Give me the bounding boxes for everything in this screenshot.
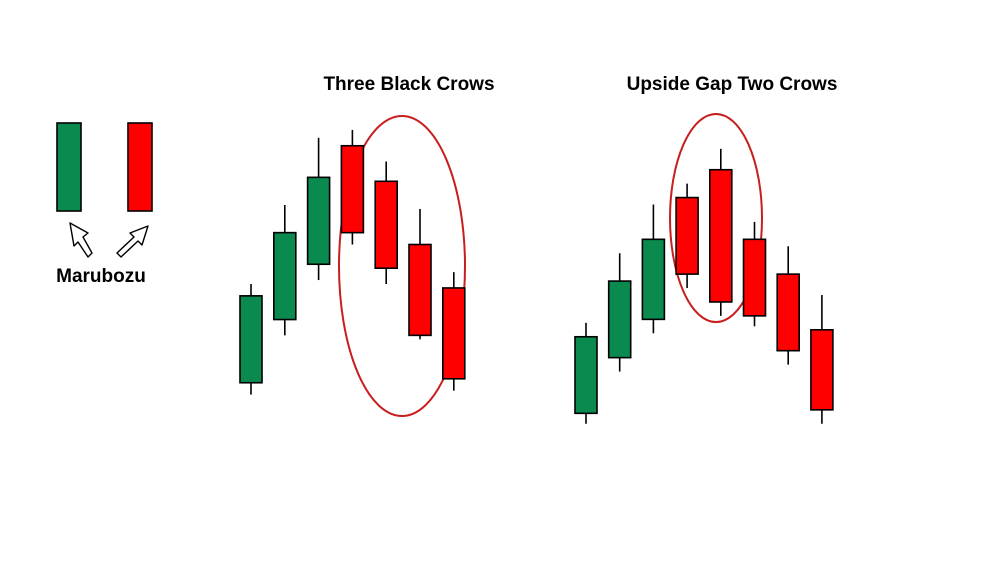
candle-body	[810, 328, 834, 411]
bearish-candle	[374, 161, 399, 284]
bullish-candle	[607, 253, 632, 372]
candle-body	[776, 273, 801, 352]
three-black-crows-pattern: Three Black Crows	[239, 74, 495, 417]
upside-gap-two-crows-pattern: Upside Gap Two Crows	[574, 74, 838, 424]
arrow-up-right-icon	[116, 225, 149, 258]
candle-body	[675, 196, 699, 275]
pattern-candles	[574, 148, 834, 424]
bullish-candle	[641, 204, 666, 334]
bearish-marubozu-candle	[127, 122, 153, 212]
bullish-marubozu-candle	[56, 122, 82, 212]
pattern-title: Upside Gap Two Crows	[627, 74, 838, 95]
candle-body	[742, 238, 767, 317]
arrow-up-left-icon	[69, 222, 93, 258]
bullish-candle	[306, 137, 331, 281]
bearish-candle	[708, 148, 733, 316]
candle-body	[306, 176, 331, 266]
bearish-candle	[340, 129, 365, 245]
candle-body	[708, 168, 733, 303]
bearish-candle	[441, 272, 466, 391]
bullish-candle	[574, 322, 598, 424]
marubozu-candles	[56, 122, 153, 212]
pattern-title: Three Black Crows	[323, 74, 494, 95]
bearish-candle	[776, 246, 801, 365]
candle-body	[239, 295, 263, 384]
pattern-candles	[239, 129, 466, 395]
marubozu-group: Marubozu	[56, 122, 153, 287]
highlight-ellipse	[669, 113, 763, 323]
candle-body	[607, 280, 632, 359]
marubozu-label: Marubozu	[56, 266, 146, 287]
bearish-candle	[810, 295, 834, 424]
bullish-candle	[272, 205, 297, 336]
candle-body	[340, 144, 365, 234]
candle-body	[441, 287, 466, 380]
candle-body	[641, 238, 666, 321]
bearish-candle	[408, 208, 432, 340]
bearish-candle	[742, 221, 767, 327]
candle-body	[127, 122, 153, 212]
candle-body	[408, 243, 432, 337]
highlight-ellipse	[338, 115, 466, 417]
candle-body	[56, 122, 82, 212]
candle-body	[272, 231, 297, 321]
bullish-candle	[239, 284, 263, 395]
bearish-candle	[675, 183, 699, 289]
candle-body	[374, 180, 399, 270]
candle-body	[574, 335, 598, 415]
